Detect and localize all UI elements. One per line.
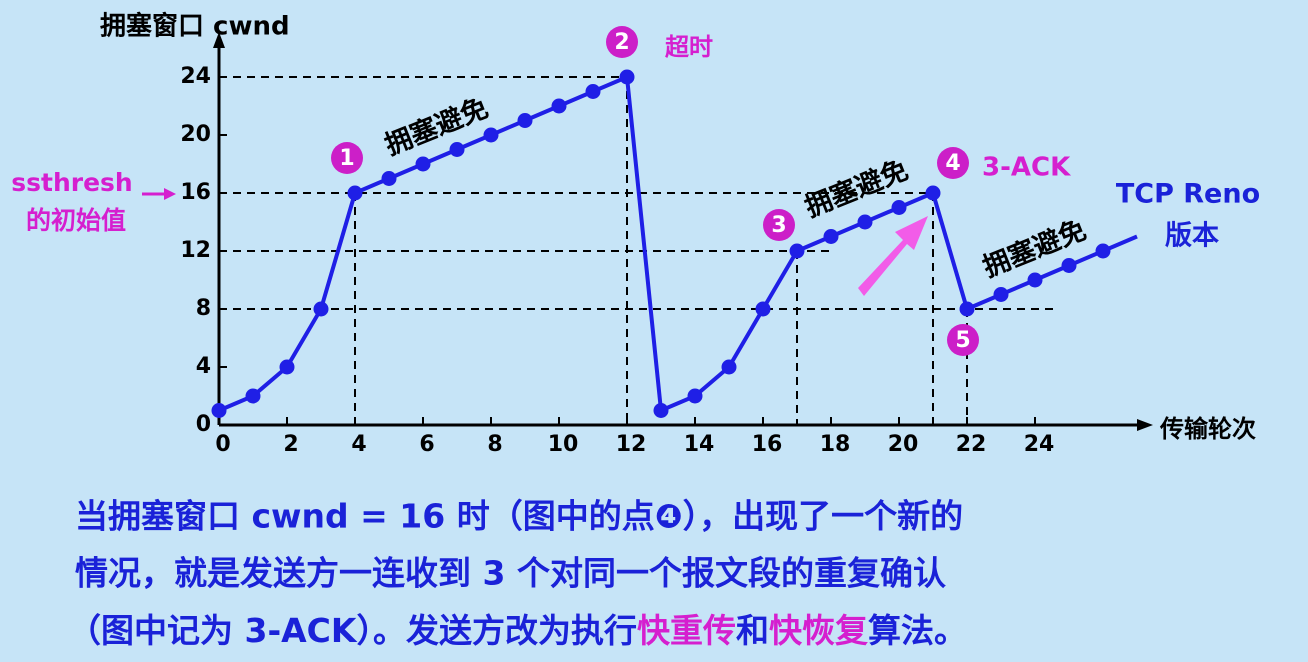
data-point — [857, 214, 873, 230]
x-tick-label: 0 — [215, 432, 230, 457]
cwnd-line — [218, 74, 1104, 414]
ssthresh-note: 的初始值 — [26, 206, 126, 235]
caption-line: 情况，就是发送方一连收到 3 个对同一个报文段的重复确认 — [75, 554, 946, 593]
data-point — [415, 156, 431, 172]
data-point — [585, 84, 601, 99]
data-point — [551, 98, 567, 114]
marker-number: 1 — [339, 146, 354, 171]
x-tick-label: 8 — [487, 432, 502, 457]
y-axis-label: 拥塞窗口 cwnd — [100, 11, 290, 42]
y-tick-label: 12 — [180, 238, 211, 263]
data-point — [449, 142, 465, 157]
timeout-label: 超时 — [665, 33, 713, 61]
marker-number: 2 — [614, 30, 629, 55]
x-axis-label: 传输轮次 — [1159, 415, 1256, 443]
x-tick-label: 18 — [820, 432, 851, 457]
x-tick-label: 12 — [616, 432, 647, 457]
reno-version-label: 版本 — [1165, 221, 1219, 252]
reno-label: TCP Reno — [1116, 179, 1260, 210]
data-point — [721, 359, 737, 375]
data-point — [313, 301, 329, 317]
caption-part: （图中记为 3-ACK）。发送方改为执行 — [68, 611, 637, 650]
ssthresh-arrowhead — [164, 188, 176, 200]
data-point — [279, 359, 295, 375]
data-point — [789, 243, 805, 259]
marker-number: 3 — [771, 213, 786, 238]
caption-line: 当拥塞窗口 cwnd = 16 时（图中的点❹），出现了一个新的 — [75, 497, 963, 536]
y-axis-arrow — [213, 32, 225, 48]
y-tick-label: 16 — [180, 180, 211, 205]
marker-badge — [606, 26, 638, 58]
data-point — [1061, 258, 1077, 273]
data-point — [619, 69, 635, 85]
data-point — [245, 388, 261, 404]
caption-highlight: 快恢复 — [769, 611, 868, 650]
y-tick-label: 8 — [196, 296, 211, 321]
x-tick-label: 4 — [351, 432, 366, 457]
marker-badge — [937, 147, 969, 179]
x-tick-label: 10 — [548, 432, 579, 457]
marker-badge — [947, 324, 979, 356]
data-point — [653, 403, 669, 418]
x-tick-label: 24 — [1024, 432, 1055, 457]
marker-number: 4 — [945, 151, 960, 176]
data-point — [925, 185, 941, 201]
x-tick-label: 22 — [956, 432, 987, 457]
x-tick-label: 14 — [684, 432, 715, 457]
data-point — [211, 403, 227, 418]
x-tick-label: 16 — [752, 432, 783, 457]
data-point — [891, 200, 907, 215]
three-ack-label: 3-ACK — [982, 153, 1071, 183]
ssthresh-label: ssthresh — [11, 168, 132, 197]
marker-badge — [331, 142, 363, 174]
y-tick-label: 4 — [196, 354, 211, 379]
data-point — [823, 229, 839, 244]
data-point — [959, 301, 975, 317]
marker-number: 5 — [955, 328, 970, 353]
y-tick-label: 0 — [196, 412, 211, 437]
data-point — [993, 287, 1009, 302]
y-tick-label: 20 — [180, 122, 211, 147]
data-point — [755, 301, 771, 317]
data-point — [483, 127, 499, 143]
x-tick-label: 20 — [888, 432, 919, 457]
pink-arrow — [858, 216, 928, 296]
y-tick-label: 24 — [180, 64, 211, 89]
caption-line: （图中记为 3-ACK）。发送方改为执行快重传和快恢复算法。 — [68, 611, 967, 650]
x-tick-label: 2 — [283, 432, 298, 457]
data-point — [687, 388, 703, 404]
data-point — [1027, 272, 1043, 288]
caption-highlight: 快重传 — [637, 611, 736, 650]
caption-part: 算法。 — [868, 611, 967, 650]
data-point — [1095, 243, 1111, 259]
data-point — [381, 171, 397, 186]
avoid-label: 拥塞避免 — [380, 92, 492, 162]
marker-badge — [763, 209, 795, 241]
data-point — [347, 185, 363, 201]
data-point — [517, 113, 533, 128]
x-tick-label: 6 — [419, 432, 434, 457]
caption-part: 和 — [736, 611, 769, 650]
x-axis-arrow — [1137, 419, 1153, 431]
